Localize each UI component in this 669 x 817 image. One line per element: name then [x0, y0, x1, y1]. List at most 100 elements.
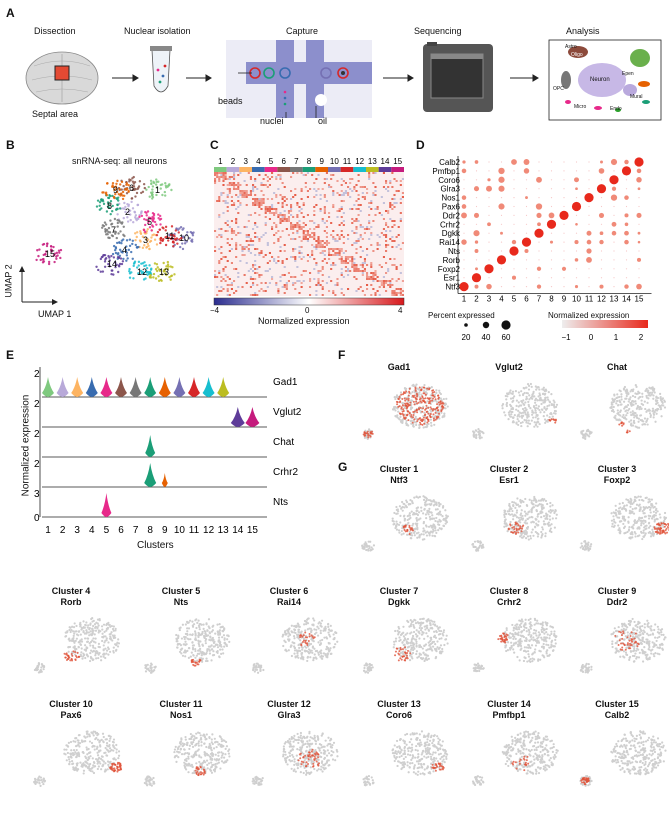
violin-gene-label: Chat	[273, 437, 294, 448]
dot-mark	[571, 201, 582, 212]
dot-mark	[474, 240, 479, 244]
dot-mark	[475, 259, 478, 261]
umap-cluster-2	[116, 200, 143, 224]
dot-mark	[538, 161, 540, 163]
umap-cluster-label: 11	[165, 231, 174, 241]
heatmap-col-label: 7	[294, 157, 299, 166]
umap-cluster-label: 4	[122, 245, 127, 255]
dot-cluster-label: 10	[572, 295, 581, 304]
dot-mark	[610, 158, 618, 166]
dot-mark	[461, 168, 467, 174]
dot-mark	[496, 255, 507, 265]
analysis-label-oligo: Oligo	[571, 52, 583, 58]
dot-mark	[600, 160, 603, 164]
umap-cluster-label: 6	[129, 183, 134, 193]
heatmap-cluster-bar	[302, 167, 316, 172]
heatmap-col-label: 5	[269, 157, 274, 166]
heatmap-cluster-bar	[353, 167, 366, 172]
marker-gene: Ntf3	[390, 475, 408, 485]
heatmap-cluster-bar	[214, 167, 227, 172]
cluster-feature-title: Cluster 10 Pax6	[16, 699, 126, 721]
dot-mark	[550, 179, 553, 181]
feature-umap	[144, 618, 231, 674]
dot-mark	[463, 188, 465, 190]
dot-mark	[599, 239, 604, 245]
dot-gene-label: Pax6	[442, 203, 461, 212]
dot-mark	[513, 232, 515, 234]
analysis-label-opc: OPC	[553, 86, 564, 92]
dot-mark	[625, 205, 628, 208]
dot-mark	[475, 267, 478, 271]
dot-mark	[473, 212, 480, 218]
umap-cluster-label: 5	[147, 217, 152, 227]
cluster-feature-title: Cluster 4 Rorb	[16, 586, 126, 608]
violin-mark	[202, 377, 215, 397]
dot-mark	[475, 179, 478, 181]
violin-mark	[144, 377, 157, 397]
dot-mark	[563, 188, 565, 190]
analysis-label-epen: Epen	[622, 71, 634, 77]
dot-cluster-label: 1	[462, 295, 467, 304]
dot-mark	[500, 223, 503, 225]
heatmap-col-label: 8	[307, 157, 312, 166]
violin-gene-label: Crhr2	[273, 467, 298, 478]
dot-mark	[475, 197, 478, 199]
heatmap-col-label: 9	[319, 157, 324, 166]
dot-cluster-label: 14	[622, 295, 631, 304]
dot-mark	[463, 277, 465, 279]
umap-cluster-label: 14	[107, 259, 117, 269]
dot-mark	[586, 230, 592, 236]
dot-mark	[563, 277, 565, 279]
feature-umap	[580, 384, 667, 440]
violin-ytick: 2	[34, 399, 40, 410]
dot-mark	[563, 286, 565, 288]
dot-mark	[488, 259, 490, 261]
dot-mark	[613, 205, 615, 208]
umap-cluster-9	[101, 179, 130, 201]
sequencer-icon	[423, 42, 493, 112]
panel-label-a: A	[6, 6, 15, 20]
cluster-feature-title: Cluster 1 Ntf3	[344, 464, 454, 486]
dot-mark	[538, 170, 540, 172]
heatmap-col-label: 14	[381, 157, 390, 166]
dot-mark	[563, 241, 565, 243]
dot-mark	[461, 212, 467, 219]
dot-mark	[535, 203, 543, 210]
dot-mark	[524, 248, 529, 254]
dot-mark	[488, 170, 490, 172]
dot-mark	[588, 161, 590, 163]
step-capture: Capture	[286, 26, 319, 36]
dot-mark	[584, 193, 594, 203]
analysis-label-micro: Micro	[574, 104, 587, 110]
dot-mark	[563, 223, 565, 225]
dot-mark	[598, 168, 605, 174]
dot-mark	[600, 277, 603, 279]
dot-cluster-label: 2	[474, 295, 479, 304]
marker-gene: Coro6	[385, 710, 412, 720]
violin-cluster-label: 2	[60, 525, 66, 536]
dot-mark	[488, 197, 490, 199]
dot-mark	[513, 223, 515, 225]
nuclei-label: nuclei	[260, 116, 284, 126]
umap-axis-y: UMAP 2	[3, 264, 14, 298]
violin-cluster-label: 6	[118, 525, 124, 536]
dot-mark	[588, 277, 590, 279]
dot-mark	[637, 187, 641, 191]
dot-mark	[461, 239, 467, 245]
dot-mark	[538, 197, 540, 199]
dot-mark	[625, 277, 628, 279]
dot-mark	[550, 197, 553, 199]
feature-umap	[579, 617, 667, 674]
size-legend-label: 60	[502, 333, 511, 342]
dot-mark	[463, 268, 465, 270]
panel-label-d: D	[416, 138, 425, 152]
dot-mark	[500, 161, 503, 163]
cluster-name: Cluster 14	[487, 699, 531, 709]
umap-cluster-8	[95, 193, 122, 216]
cluster-feature-title: Cluster 15 Calb2	[562, 699, 669, 721]
oil-label: oil	[318, 116, 328, 126]
dot-mark	[600, 205, 603, 208]
dot-mark	[487, 222, 491, 227]
dot-gene-label: Ddr2	[443, 211, 461, 220]
umap-cluster-6	[117, 175, 146, 200]
